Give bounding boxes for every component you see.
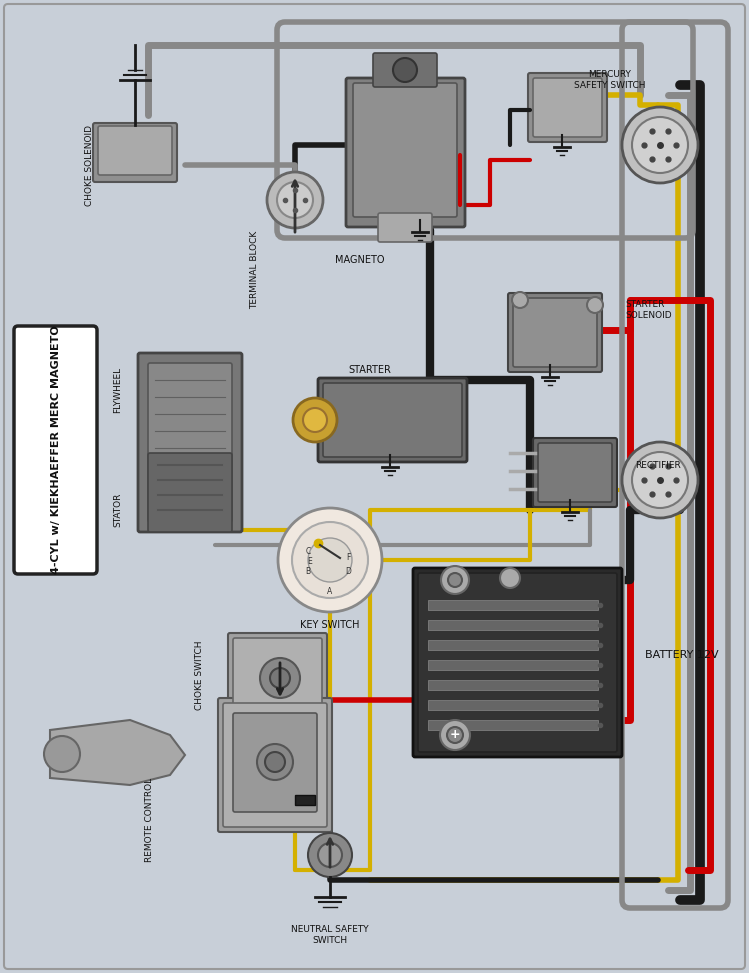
Bar	[428, 620, 598, 630]
FancyBboxPatch shape	[228, 633, 327, 717]
Circle shape	[265, 752, 285, 772]
FancyBboxPatch shape	[533, 78, 602, 137]
FancyBboxPatch shape	[148, 453, 232, 532]
Circle shape	[278, 508, 382, 612]
FancyBboxPatch shape	[4, 4, 745, 969]
Circle shape	[448, 573, 462, 587]
FancyBboxPatch shape	[353, 83, 457, 217]
Bar	[428, 600, 598, 610]
Text: NEUTRAL SAFETY
SWITCH: NEUTRAL SAFETY SWITCH	[291, 925, 369, 945]
FancyBboxPatch shape	[93, 123, 177, 182]
Text: A: A	[327, 588, 333, 596]
Circle shape	[267, 172, 323, 228]
FancyBboxPatch shape	[378, 213, 432, 242]
FancyBboxPatch shape	[318, 378, 467, 462]
Circle shape	[257, 744, 293, 780]
Text: CHOKE SWITCH: CHOKE SWITCH	[195, 640, 204, 709]
Bar	[428, 700, 598, 710]
FancyBboxPatch shape	[14, 326, 97, 574]
FancyBboxPatch shape	[218, 698, 332, 832]
Text: B: B	[306, 567, 311, 576]
FancyBboxPatch shape	[233, 638, 322, 712]
Bar	[428, 720, 598, 730]
Bar	[428, 680, 598, 690]
FancyBboxPatch shape	[138, 353, 242, 532]
FancyBboxPatch shape	[148, 363, 232, 522]
Text: RECTIFIER: RECTIFIER	[635, 460, 681, 470]
Circle shape	[512, 292, 528, 308]
Text: +: +	[449, 729, 461, 741]
FancyBboxPatch shape	[513, 298, 597, 367]
FancyBboxPatch shape	[346, 78, 465, 227]
Circle shape	[632, 117, 688, 173]
Circle shape	[440, 720, 470, 750]
Text: KEY SWITCH: KEY SWITCH	[300, 620, 360, 630]
FancyBboxPatch shape	[508, 293, 602, 372]
Circle shape	[441, 566, 469, 594]
Circle shape	[318, 843, 342, 867]
FancyBboxPatch shape	[373, 53, 437, 87]
FancyBboxPatch shape	[413, 568, 622, 757]
Circle shape	[260, 658, 300, 698]
Text: 4-CYL w/ KIEKHAEFFER MERC MAGNETO: 4-CYL w/ KIEKHAEFFER MERC MAGNETO	[51, 326, 61, 574]
Text: C: C	[306, 548, 311, 557]
Bar	[428, 640, 598, 650]
Circle shape	[587, 297, 603, 313]
Polygon shape	[50, 720, 185, 785]
Circle shape	[622, 107, 698, 183]
Bar	[428, 660, 598, 670]
Circle shape	[277, 182, 313, 218]
FancyBboxPatch shape	[538, 443, 612, 502]
Circle shape	[293, 398, 337, 442]
Text: D: D	[345, 567, 351, 576]
Circle shape	[303, 408, 327, 432]
Circle shape	[44, 736, 80, 772]
Circle shape	[292, 522, 368, 598]
FancyBboxPatch shape	[528, 73, 607, 142]
FancyBboxPatch shape	[223, 703, 327, 827]
Circle shape	[500, 568, 520, 588]
Circle shape	[447, 727, 463, 743]
Circle shape	[622, 442, 698, 518]
Text: MERCURY
SAFETY SWITCH: MERCURY SAFETY SWITCH	[574, 70, 646, 90]
FancyBboxPatch shape	[533, 438, 617, 507]
Text: E: E	[308, 558, 312, 566]
FancyBboxPatch shape	[323, 383, 462, 457]
Text: STARTER: STARTER	[348, 365, 392, 375]
Circle shape	[270, 668, 290, 688]
Text: FLYWHEEL: FLYWHEEL	[114, 367, 123, 414]
Text: BATTERY 12V: BATTERY 12V	[645, 650, 718, 660]
FancyBboxPatch shape	[418, 573, 617, 752]
Text: CHOKE SOLENOID: CHOKE SOLENOID	[85, 125, 94, 205]
Text: STATOR: STATOR	[114, 492, 123, 527]
Text: STARTER
SOLENOID: STARTER SOLENOID	[625, 301, 672, 320]
FancyBboxPatch shape	[233, 713, 317, 812]
FancyBboxPatch shape	[98, 126, 172, 175]
Circle shape	[632, 452, 688, 508]
Text: REMOTE CONTROL: REMOTE CONTROL	[145, 778, 154, 862]
Circle shape	[308, 538, 352, 582]
Text: F: F	[346, 554, 351, 562]
Circle shape	[393, 58, 417, 82]
Text: MAGNETO: MAGNETO	[336, 255, 385, 265]
Bar	[295, 795, 315, 805]
Text: TERMINAL BLOCK: TERMINAL BLOCK	[250, 231, 259, 309]
Circle shape	[308, 833, 352, 877]
